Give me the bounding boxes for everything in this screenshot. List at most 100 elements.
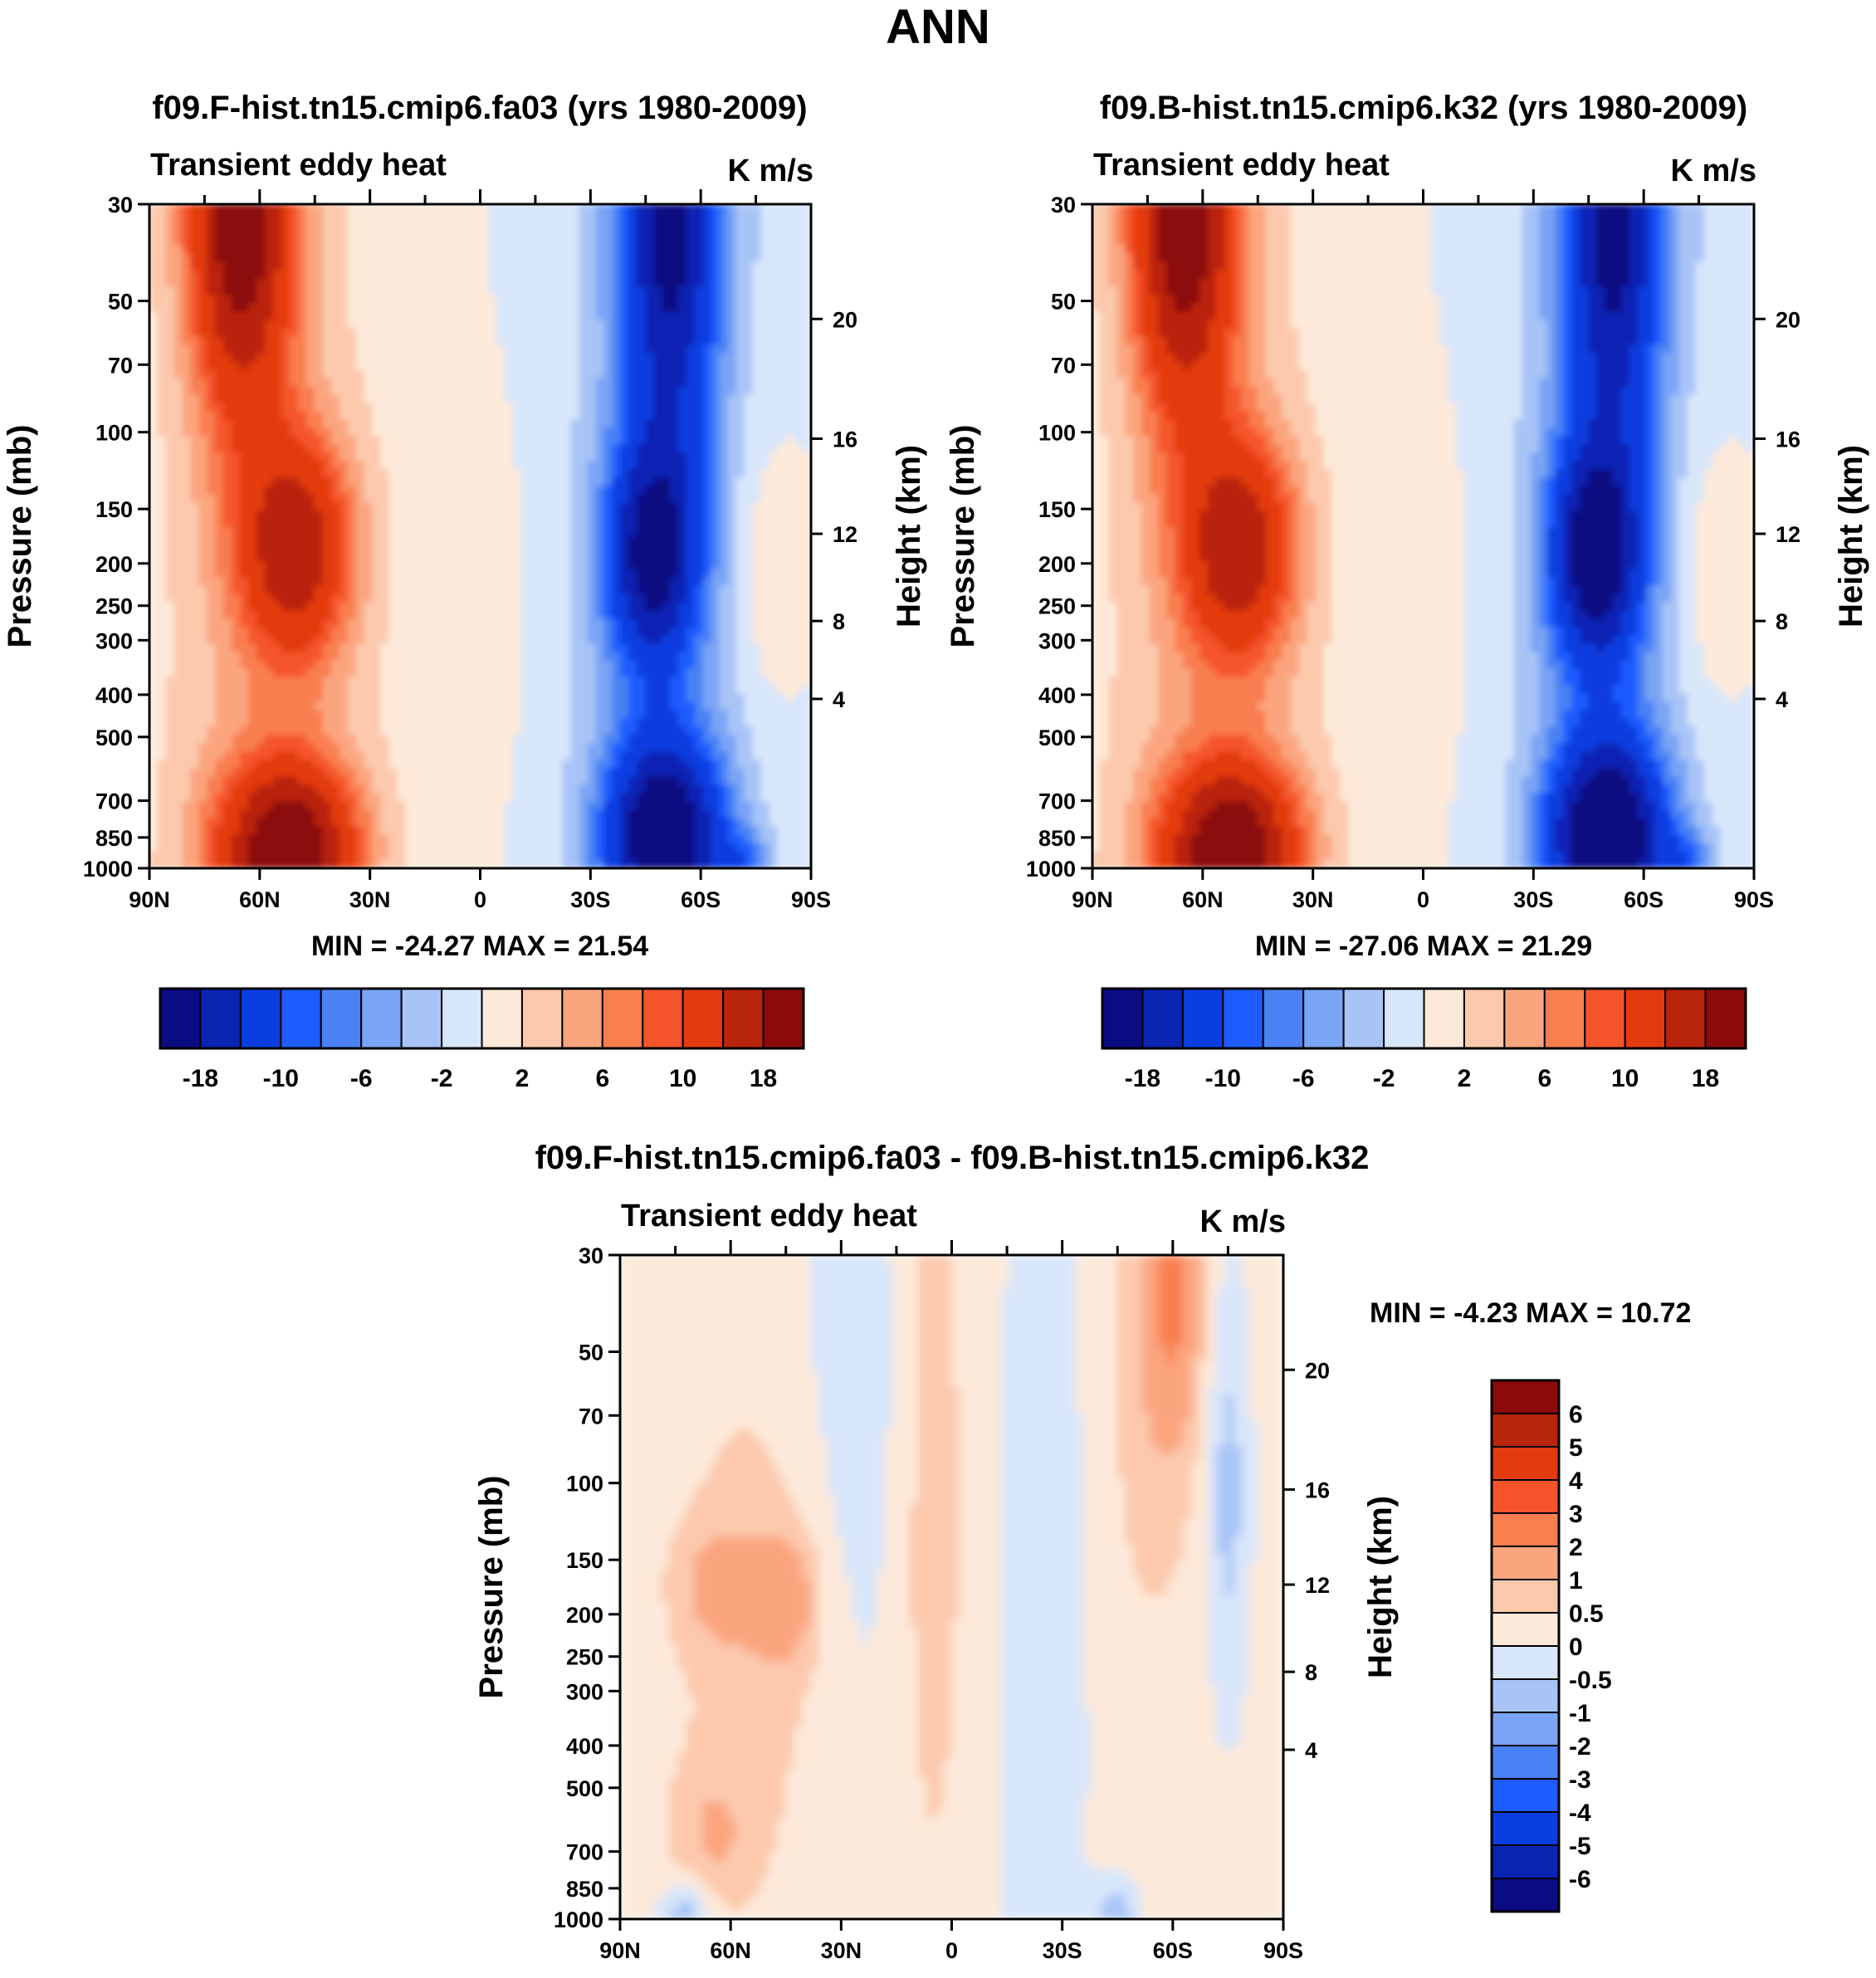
heatmap-cell (769, 602, 779, 612)
heatmap-cell (405, 444, 415, 454)
heatmap-cell (670, 685, 680, 695)
heatmap-cell (678, 668, 688, 678)
heatmap-cell (529, 386, 539, 396)
heatmap-cell (487, 237, 498, 247)
heatmap-cell (322, 685, 332, 695)
heatmap-cell (330, 469, 340, 479)
heatmap-cell (388, 427, 398, 437)
heatmap-cell (479, 295, 490, 305)
heatmap-cell (545, 353, 555, 363)
heatmap-cell (562, 676, 572, 686)
heatmap-cell (479, 585, 490, 595)
heatmap-cell (711, 320, 721, 330)
heatmap-cell (554, 403, 564, 413)
heatmap-cell (397, 652, 407, 662)
heatmap-cell (628, 560, 638, 570)
heatmap-cell (207, 411, 217, 421)
heatmap-cell (694, 378, 705, 388)
heatmap-cell (347, 303, 357, 313)
heatmap-cell (727, 610, 737, 620)
heatmap-cell (496, 270, 506, 280)
heatmap-cell (554, 204, 564, 213)
heatmap-cell (289, 560, 299, 570)
heatmap-cell (794, 701, 804, 711)
heatmap-cell (232, 419, 242, 429)
heatmap-cell (545, 220, 555, 230)
heatmap-cell (662, 361, 672, 371)
heatmap-cell (487, 253, 498, 263)
heatmap-cell (447, 353, 457, 363)
heatmap-cell (347, 477, 357, 487)
heatmap-cell (240, 228, 250, 238)
heatmap-cell (247, 436, 258, 446)
heatmap-cell (297, 710, 307, 720)
heatmap-cell (240, 419, 250, 429)
heatmap-cell (355, 527, 365, 537)
heatmap-cell (653, 618, 663, 628)
heatmap-cell (165, 303, 175, 313)
heatmap-cell (339, 710, 349, 720)
heatmap-cell (719, 212, 729, 222)
heatmap-cell (794, 253, 804, 263)
heatmap-cell (612, 419, 622, 429)
heatmap-cell (339, 311, 349, 321)
heatmap-cell (554, 361, 564, 371)
heatmap-cell (380, 386, 390, 396)
heatmap-cell (529, 486, 539, 496)
heatmap-cell (380, 237, 390, 247)
heatmap-cell (785, 286, 795, 296)
heatmap-cell (173, 701, 183, 711)
heatmap-cell (504, 394, 514, 404)
heatmap-cell (463, 403, 473, 413)
heatmap-cell (595, 220, 605, 230)
heatmap-cell (570, 593, 580, 603)
heatmap-cell (603, 311, 613, 321)
heatmap-cell (190, 585, 200, 595)
heatmap-cell (438, 494, 448, 504)
heatmap-cell (281, 344, 291, 354)
heatmap-cell (455, 444, 465, 454)
heatmap-cell (579, 286, 589, 296)
heatmap-cell (777, 386, 787, 396)
heatmap-cell (587, 444, 597, 454)
heatmap-cell (769, 220, 779, 230)
heatmap-cell (637, 336, 647, 346)
heatmap-cell (512, 220, 522, 230)
heatmap-cell (305, 311, 315, 321)
heatmap-cell (537, 527, 547, 537)
heatmap-cell (314, 270, 324, 280)
heatmap-cell (504, 261, 514, 271)
heatmap-cell (496, 228, 506, 238)
heatmap-cell (438, 560, 448, 570)
heatmap-cell (744, 220, 754, 230)
heatmap-cell (380, 212, 390, 222)
heatmap-cell (207, 353, 217, 363)
heatmap-cell (364, 718, 374, 728)
heatmap-cell (802, 685, 811, 695)
heatmap-cell (785, 369, 795, 379)
heatmap-cell (198, 212, 208, 222)
heatmap-cell (802, 386, 811, 396)
heatmap-cell (289, 527, 299, 537)
heatmap-cell (537, 502, 547, 512)
heatmap-cell (438, 344, 448, 354)
heatmap-cell (281, 261, 291, 271)
heatmap-cell (487, 270, 498, 280)
heatmap-cell (397, 502, 407, 512)
heatmap-cell (182, 353, 192, 363)
heatmap-cell (645, 685, 655, 695)
heatmap-cell (529, 469, 539, 479)
heatmap-cell (802, 220, 811, 230)
heatmap-cell (529, 295, 539, 305)
heatmap-cell (397, 419, 407, 429)
heatmap-cell (247, 270, 258, 280)
heatmap-cell (802, 585, 811, 595)
heatmap-cell (264, 394, 275, 404)
heatmap-cell (637, 253, 647, 263)
heatmap-cell (272, 602, 282, 612)
heatmap-cell (190, 577, 200, 587)
heatmap-cell (322, 369, 332, 379)
heatmap-cell (637, 660, 647, 670)
heatmap-cell (173, 685, 183, 695)
heatmap-cell (777, 369, 787, 379)
